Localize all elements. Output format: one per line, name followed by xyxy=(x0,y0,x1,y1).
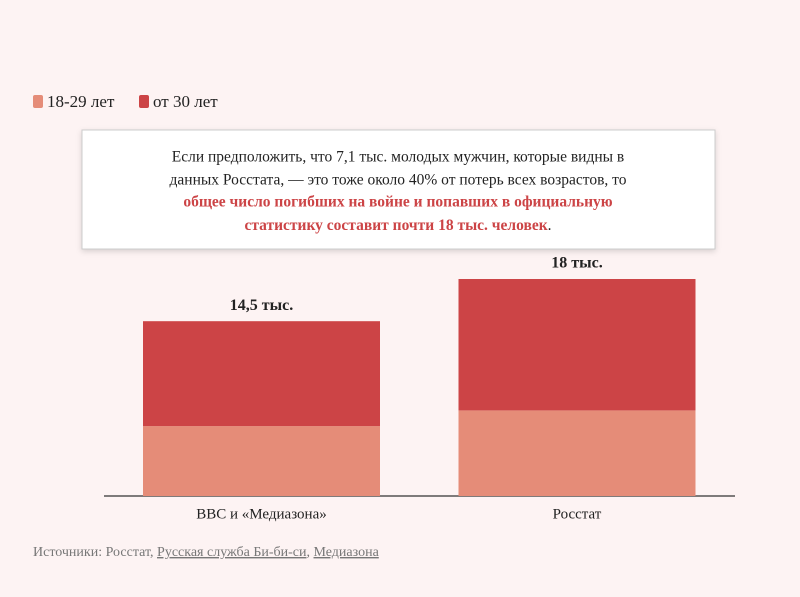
annotation-highlight: статистику составит почти 18 тыс. челове… xyxy=(244,217,547,234)
annotation-highlight: общее число погибших на войне и попавших… xyxy=(183,194,612,211)
legend-label: 18-29 лет xyxy=(47,92,115,111)
source-link: Медиазона xyxy=(314,545,380,560)
bar-segment xyxy=(458,410,696,496)
bar-segment xyxy=(458,279,696,411)
source-link: Русская служба Би-би-си xyxy=(157,545,307,560)
legend-swatch xyxy=(33,95,43,108)
annotation-line: Если предположить, что 7,1 тыс. молодых … xyxy=(172,149,625,166)
bar-segment xyxy=(143,426,380,496)
x-tick-label: BBC и «Медиазона» xyxy=(196,506,326,522)
legend-label: от 30 лет xyxy=(153,92,218,111)
source-text: Источники: Росстат, xyxy=(33,545,157,560)
source-text: , xyxy=(307,545,314,560)
annotation-last-line: статистику составит почти 18 тыс. челове… xyxy=(244,217,551,234)
x-tick-label: Росстат xyxy=(553,506,602,522)
annotation-box xyxy=(81,129,716,250)
total-label: 18 тыс. xyxy=(551,255,602,272)
source: Источники: Росстат, Русская служба Би-би… xyxy=(33,545,380,560)
legend-swatch xyxy=(139,95,149,108)
bar-segment xyxy=(143,321,380,427)
total-label: 14,5 тыс. xyxy=(230,297,293,314)
annotation-end: . xyxy=(548,217,552,234)
annotation-line: данных Росстата, — это тоже около 40% от… xyxy=(170,172,627,189)
